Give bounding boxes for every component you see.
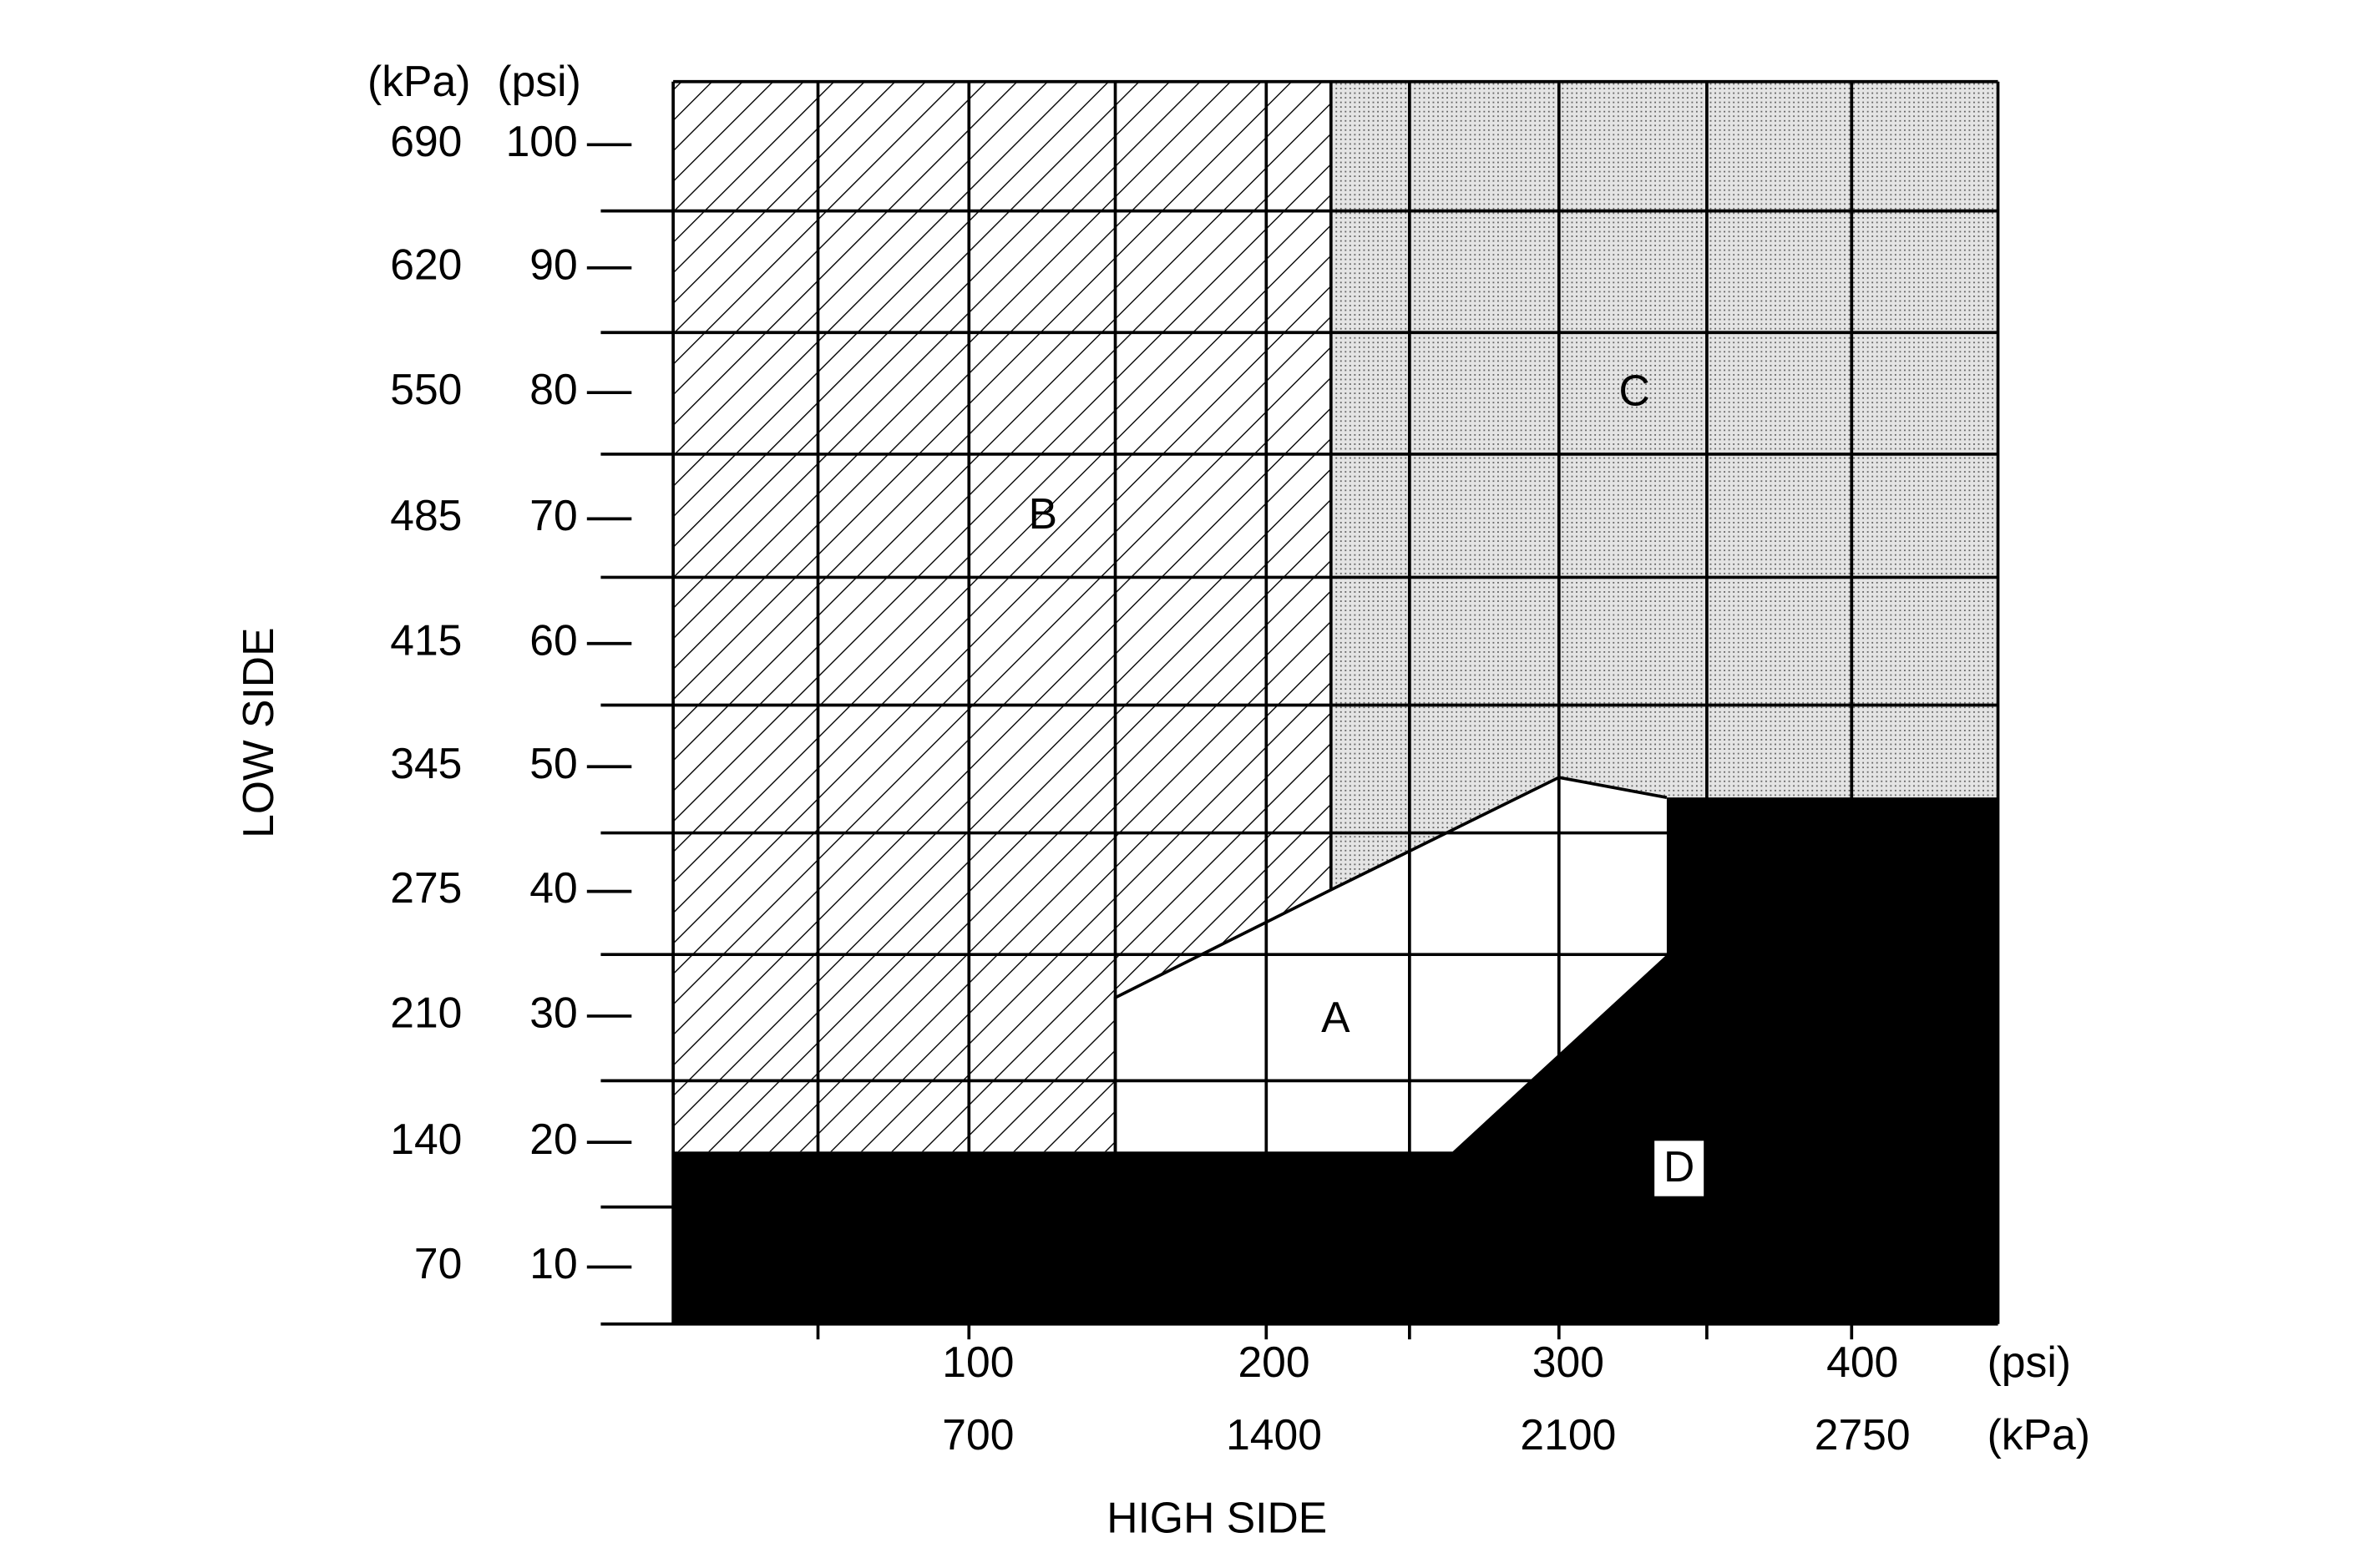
tick-label: 200 xyxy=(1238,1338,1309,1386)
unit-label: (kPa) xyxy=(367,57,470,105)
tick-label: 70 xyxy=(414,1239,462,1287)
tick-label: 550 xyxy=(390,365,462,413)
tick-label: 345 xyxy=(390,739,462,787)
unit-label: (psi) xyxy=(497,57,580,105)
region-label: C xyxy=(1619,367,1650,415)
tick-label: 2750 xyxy=(1815,1410,1911,1459)
axis-title: HIGH SIDE xyxy=(1106,1493,1327,1541)
tick-label: 140 xyxy=(390,1115,462,1163)
tick-label: 690 xyxy=(390,117,462,165)
unit-label: (kPa) xyxy=(1988,1410,2090,1459)
tick-label: 30 xyxy=(529,989,577,1037)
tick-label: 40 xyxy=(529,863,577,912)
region-b xyxy=(673,81,1331,1152)
tick-label: 50 xyxy=(529,739,577,787)
tick-label: 80 xyxy=(529,365,577,413)
tick-label: 700 xyxy=(942,1410,1014,1459)
regions xyxy=(673,81,1998,1152)
region-label: A xyxy=(1321,993,1350,1041)
tick-label: 210 xyxy=(390,989,462,1037)
tick-label: 2100 xyxy=(1520,1410,1616,1459)
region-label: B xyxy=(1029,489,1057,538)
tick-label: 70 xyxy=(529,491,577,539)
tick-label: 1400 xyxy=(1226,1410,1322,1459)
tick-label: 400 xyxy=(1826,1338,1898,1386)
tick-label: 485 xyxy=(390,491,462,539)
unit-label: (psi) xyxy=(1988,1338,2071,1386)
tick-label: 20 xyxy=(529,1115,577,1163)
label-box xyxy=(1654,1141,1704,1196)
tick-label: 620 xyxy=(390,240,462,288)
tick-label: 275 xyxy=(390,863,462,912)
region-a xyxy=(1115,777,1667,1152)
region-label: D xyxy=(1663,1142,1694,1191)
axis-title: LOW SIDE xyxy=(234,627,282,837)
tick-label: 100 xyxy=(942,1338,1014,1386)
tick-label: 60 xyxy=(529,615,577,664)
tick-label: 300 xyxy=(1532,1338,1604,1386)
region-c xyxy=(1330,81,1998,890)
tick-label: 90 xyxy=(529,240,577,288)
tick-label: 415 xyxy=(390,615,462,664)
tick-label: 10 xyxy=(529,1239,577,1287)
tick-label: 100 xyxy=(506,117,578,165)
